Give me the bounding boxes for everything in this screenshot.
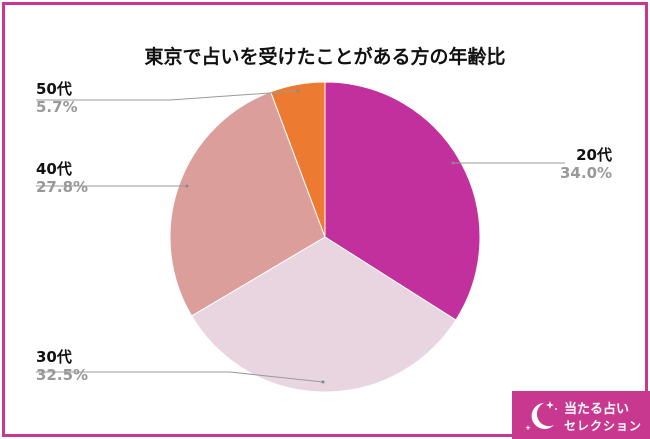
slice-label: 50代 [36, 80, 72, 98]
brand-logo: 当たる占い セレクション [512, 391, 650, 439]
slice-value: 27.8% [36, 178, 89, 196]
leader-dot [451, 161, 455, 165]
pie-slice-30代 [190, 236, 457, 393]
slice-label: 20代 [576, 146, 612, 164]
label-50s: 50代 5.7% [36, 80, 78, 116]
crescent-moon-icon [525, 401, 557, 431]
slice-label: 30代 [36, 348, 72, 366]
slice-value: 5.7% [36, 98, 78, 116]
logo-text-line1: 当たる占い [564, 402, 630, 417]
pie-slice-20代 [324, 81, 481, 321]
leader-dot [296, 89, 300, 93]
leader-dot [321, 380, 325, 384]
slice-value: 34.0% [560, 164, 613, 182]
label-30s: 30代 32.5% [36, 348, 88, 384]
logo-text-line2: セレクション [564, 419, 643, 433]
chart-title: 東京で占いを受けたことがある方の年齢比 [144, 46, 506, 68]
pie-slice-50代 [270, 81, 326, 238]
leader-line [36, 90, 299, 101]
slice-value: 32.5% [36, 366, 89, 384]
leader-dot [185, 184, 189, 188]
pie-slice-40代 [169, 91, 326, 317]
slice-label: 40代 [36, 160, 72, 178]
label-20s: 20代 34.0% [560, 146, 612, 182]
label-40s: 40代 27.8% [36, 160, 88, 196]
leader-line [36, 371, 324, 383]
